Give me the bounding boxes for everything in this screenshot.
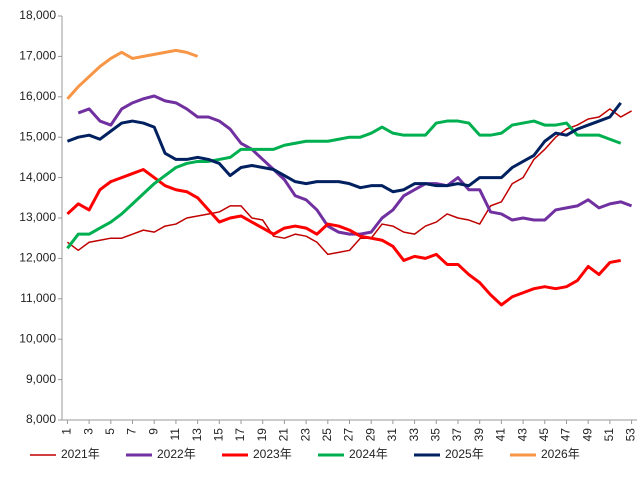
x-tick-label: 5 — [103, 428, 117, 435]
y-tick-label: 11,000 — [20, 291, 56, 305]
legend-label: 2024年 — [349, 447, 388, 461]
x-tick-label: 47 — [559, 428, 573, 442]
y-tick-label: 12,000 — [19, 251, 56, 265]
x-tick-label: 15 — [211, 428, 225, 442]
x-tick-label: 53 — [624, 428, 638, 442]
series-line — [77, 94, 633, 236]
y-tick-label: 18,000 — [19, 8, 56, 22]
series-line — [66, 101, 622, 194]
x-tick-label: 39 — [472, 428, 486, 442]
x-tick-label: 3 — [81, 428, 95, 435]
y-tick-label: 9,000 — [26, 372, 56, 386]
y-tick-label: 15,000 — [19, 129, 56, 143]
series-line — [66, 168, 622, 307]
legend-label: 2021年 — [61, 447, 100, 461]
x-tick-label: 31 — [385, 428, 399, 442]
x-tick-label: 17 — [233, 428, 247, 442]
legend-label: 2025年 — [445, 447, 484, 461]
y-tick-label: 13,000 — [19, 210, 56, 224]
x-tick-label: 49 — [580, 428, 594, 442]
x-tick-label: 41 — [494, 428, 508, 442]
x-tick-label: 27 — [342, 428, 356, 442]
x-tick-label: 43 — [515, 428, 529, 442]
y-tick-label: 17,000 — [19, 49, 56, 63]
series-line — [66, 108, 632, 256]
x-tick-label: 21 — [277, 428, 291, 442]
x-tick-label: 9 — [146, 428, 160, 435]
x-tick-label: 35 — [428, 428, 442, 442]
x-tick-label: 13 — [190, 428, 204, 442]
x-tick-label: 1 — [60, 428, 74, 435]
x-tick-label: 29 — [363, 428, 377, 442]
x-tick-label: 37 — [450, 428, 464, 442]
x-tick-label: 7 — [125, 428, 139, 435]
x-tick-label: 45 — [537, 428, 551, 442]
legend-label: 2026年 — [541, 447, 580, 461]
y-tick-label: 14,000 — [19, 170, 56, 184]
legend-label: 2022年 — [157, 447, 196, 461]
x-tick-label: 23 — [298, 428, 312, 442]
x-tick-label: 25 — [320, 428, 334, 442]
series-line — [66, 48, 199, 100]
legend-label: 2023年 — [253, 447, 292, 461]
y-tick-label: 10,000 — [19, 331, 56, 345]
x-tick-label: 51 — [602, 428, 616, 442]
y-tick-label: 8,000 — [26, 412, 56, 426]
y-tick-label: 16,000 — [19, 89, 56, 103]
x-tick-label: 11 — [168, 428, 182, 441]
x-tick-label: 33 — [407, 428, 421, 442]
x-tick-label: 19 — [255, 428, 269, 442]
series-line — [66, 119, 622, 250]
